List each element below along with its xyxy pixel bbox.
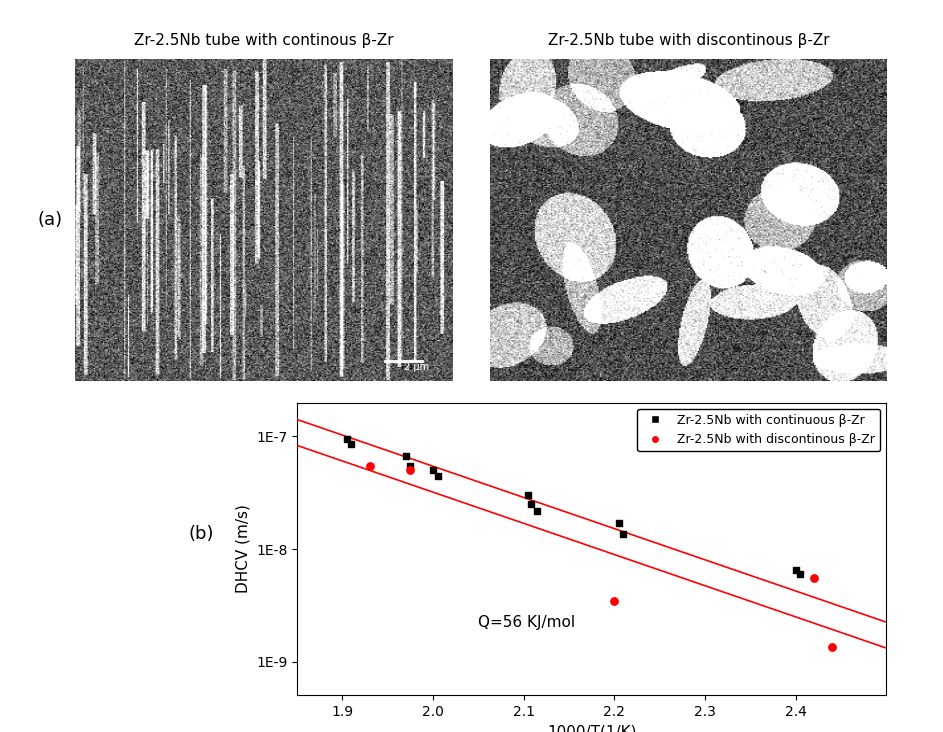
Point <box>403 464 418 476</box>
Point <box>607 595 622 607</box>
Text: (b): (b) <box>189 526 214 543</box>
Point <box>611 518 626 529</box>
Point <box>616 529 631 540</box>
Point <box>339 433 355 444</box>
Point <box>824 641 839 653</box>
Text: (a): (a) <box>38 211 63 228</box>
Point <box>806 572 821 584</box>
Y-axis label: DHCV (m/s): DHCV (m/s) <box>236 504 251 594</box>
Point <box>362 460 377 471</box>
Text: Q=56 KJ/mol: Q=56 KJ/mol <box>478 615 575 630</box>
Point <box>521 489 536 501</box>
Point <box>530 505 545 517</box>
Text: Zr-2.5Nb tube with continous β-Zr: Zr-2.5Nb tube with continous β-Zr <box>134 33 394 48</box>
Point <box>788 564 803 576</box>
Text: 2 μm: 2 μm <box>404 362 429 372</box>
Point <box>523 498 538 509</box>
Point <box>403 460 418 471</box>
X-axis label: 1000/T(1/K): 1000/T(1/K) <box>547 725 637 732</box>
Legend: Zr-2.5Nb with continuous β-Zr, Zr-2.5Nb with discontinous β-Zr: Zr-2.5Nb with continuous β-Zr, Zr-2.5Nb … <box>637 409 880 451</box>
Point <box>430 470 445 482</box>
Point <box>398 449 413 461</box>
Text: Zr-2.5Nb tube with discontinous β-Zr: Zr-2.5Nb tube with discontinous β-Zr <box>548 33 829 48</box>
Text: 2 μm: 2 μm <box>835 362 860 372</box>
Point <box>344 438 359 450</box>
Point <box>793 568 808 580</box>
Point <box>425 464 440 476</box>
